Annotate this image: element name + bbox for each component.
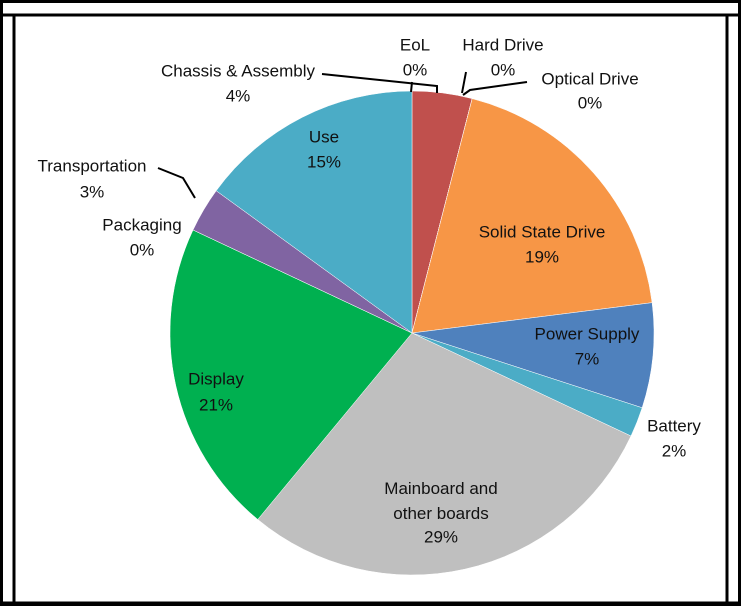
slice-label: Transportation — [38, 156, 147, 175]
labels: EoL 0% Chassis & Assembly 4% Hard Drive 0% Opt… — [38, 35, 702, 546]
slice-label: Packaging — [102, 215, 181, 234]
value-label: 0% — [578, 93, 603, 112]
slice-label: Battery — [647, 416, 701, 435]
value-label: 15% — [307, 152, 341, 171]
slice-label: Chassis & Assembly — [161, 61, 315, 80]
pie-slice — [411, 98, 653, 334]
pie-slice — [411, 302, 655, 409]
value-label: 0% — [130, 240, 155, 259]
value-label: 7% — [575, 349, 600, 368]
value-label: 2% — [662, 441, 687, 460]
leader-line — [157, 167, 196, 199]
pie-slice — [169, 229, 413, 520]
leader-line — [321, 73, 438, 93]
leader-line — [462, 81, 528, 96]
pie-slice — [257, 332, 632, 576]
value-label: 4% — [226, 86, 251, 105]
value-label: 29% — [424, 527, 458, 546]
leader-line — [461, 71, 467, 94]
slice-label: EoL — [400, 35, 430, 54]
value-label: 0% — [491, 60, 516, 79]
slices — [169, 90, 655, 576]
slice-label: Hard Drive — [462, 35, 543, 54]
label-box: Mainboard and other boards — [384, 479, 498, 523]
slice-label: Optical Drive — [541, 69, 638, 88]
value-label: 0% — [403, 60, 428, 79]
slice-label: Solid State Drive — [479, 222, 606, 241]
value-label: 19% — [525, 247, 559, 266]
slice-label: Power Supply — [535, 324, 640, 343]
pie-slice — [215, 90, 413, 334]
value-label: 3% — [80, 182, 105, 201]
slice-label: Mainboard and other boards — [384, 479, 498, 523]
slice-label: Display — [188, 369, 244, 388]
slice-label: Use — [309, 127, 339, 146]
value-label: 21% — [199, 395, 233, 414]
